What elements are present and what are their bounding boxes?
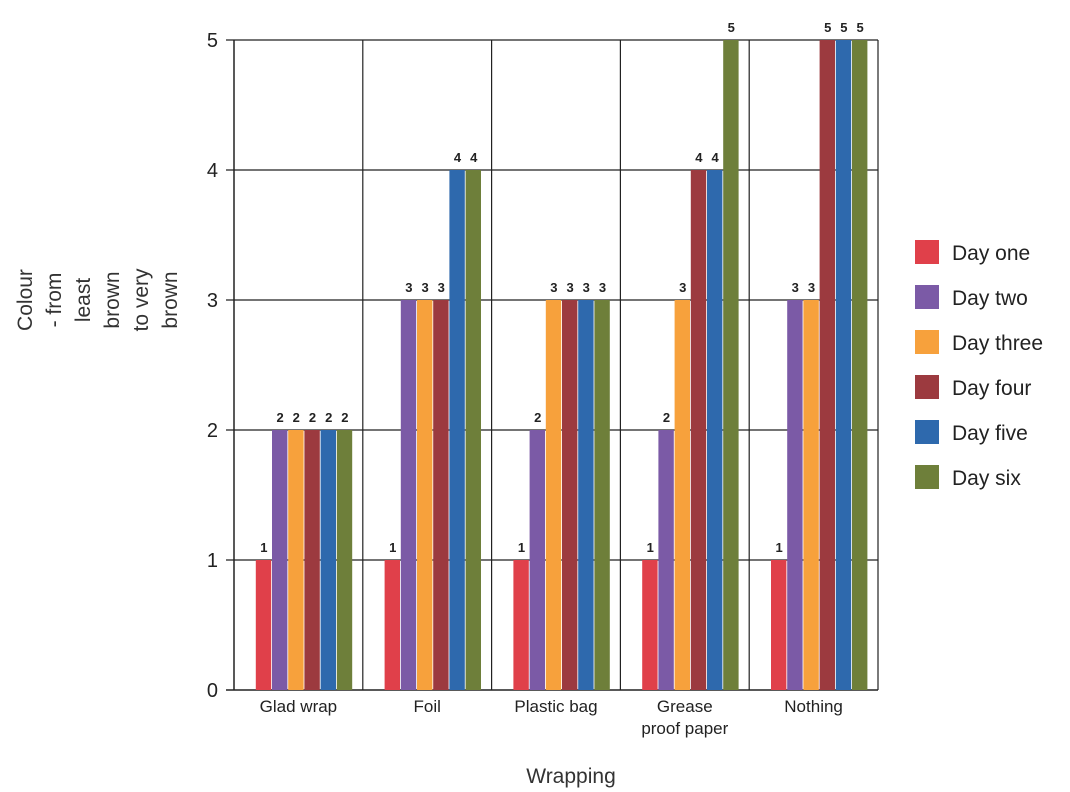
data-label: 5 [856, 20, 863, 35]
bar [320, 430, 336, 690]
bar [545, 300, 562, 690]
bar [336, 430, 353, 690]
data-label: 3 [808, 280, 815, 295]
data-label: 1 [518, 540, 525, 555]
legend-label: Day five [952, 422, 1028, 445]
y-tick-label: 3 [207, 290, 218, 312]
y-tick-label: 1 [207, 550, 218, 572]
legend-swatch [915, 375, 939, 399]
data-label: 1 [647, 540, 654, 555]
bar [255, 560, 272, 690]
bar [578, 300, 594, 690]
data-label: 1 [775, 540, 782, 555]
x-axis-title: Wrapping [526, 765, 616, 788]
legend-swatch [915, 240, 939, 264]
data-label: 2 [325, 410, 332, 425]
x-tick-label: proof paper [641, 719, 728, 738]
data-label: 4 [711, 150, 719, 165]
bar [852, 40, 868, 690]
bar [513, 560, 529, 690]
y-axis-title-line: brown [101, 271, 124, 328]
x-tick-label: Plastic bag [514, 697, 597, 716]
y-axis-title-line: to very [130, 268, 153, 332]
y-axis-title-line: brown [159, 271, 182, 328]
legend-label: Day six [952, 467, 1021, 490]
legend-swatch [915, 285, 939, 309]
bar [658, 430, 674, 690]
legend-label: Day two [952, 287, 1028, 310]
bar [272, 430, 288, 690]
data-label: 4 [695, 150, 703, 165]
y-axis-title-line: Colour [14, 269, 37, 331]
data-label: 4 [454, 150, 462, 165]
y-axis-title: Colour - from least brown to very brown [14, 268, 182, 332]
x-tick-label: Nothing [784, 697, 843, 716]
bar [771, 560, 787, 690]
bar [723, 40, 739, 690]
data-label: 5 [840, 20, 847, 35]
bar [288, 430, 304, 690]
y-tick-label: 5 [207, 30, 218, 52]
data-label: 2 [663, 410, 670, 425]
data-label: 3 [792, 280, 799, 295]
bar [787, 300, 803, 690]
legend-label: Day one [952, 242, 1030, 265]
bar [384, 560, 400, 690]
data-label: 3 [679, 280, 686, 295]
bar [562, 300, 578, 690]
bar [674, 300, 690, 690]
y-axis-title-line: least [72, 278, 95, 323]
x-tick-label: Foil [413, 697, 440, 716]
data-label: 3 [550, 280, 557, 295]
legend-swatch [915, 420, 939, 444]
data-label: 5 [728, 20, 735, 35]
x-tick-label: Grease [657, 697, 713, 716]
data-label: 2 [309, 410, 316, 425]
bar [803, 300, 819, 690]
bar [835, 40, 852, 690]
bar [642, 560, 658, 690]
bar [819, 40, 835, 690]
bar [529, 430, 545, 690]
y-axis-title-line: - from [43, 273, 66, 328]
legend-label: Day three [952, 332, 1043, 355]
bars-layer [255, 40, 868, 690]
data-label: 3 [566, 280, 573, 295]
bar [594, 300, 610, 690]
bar [690, 170, 707, 690]
legend: Day one Day two Day three Day four Day five D… [915, 240, 1043, 490]
bar [433, 300, 449, 690]
bar [417, 300, 433, 690]
data-label: 3 [583, 280, 590, 295]
data-label: 2 [293, 410, 300, 425]
bar [449, 170, 465, 690]
data-label: 1 [260, 540, 267, 555]
data-label: 2 [341, 410, 348, 425]
bar [465, 170, 481, 690]
data-label: 3 [599, 280, 606, 295]
data-label: 5 [824, 20, 831, 35]
data-label: 3 [438, 280, 445, 295]
y-tick-label: 0 [207, 680, 218, 702]
x-tick-label: Glad wrap [260, 697, 337, 716]
bar [304, 430, 320, 690]
data-label: 1 [389, 540, 396, 555]
bar [707, 170, 723, 690]
legend-swatch [915, 465, 939, 489]
data-label: 3 [421, 280, 428, 295]
bar [400, 300, 417, 690]
data-label: 3 [405, 280, 412, 295]
legend-label: Day four [952, 377, 1031, 400]
axis-layer: 0 1 2 3 4 5 Glad wrap Foil Plastic bag Grease proo… [207, 30, 843, 738]
data-label: 2 [534, 410, 541, 425]
data-label: 2 [276, 410, 283, 425]
legend-swatch [915, 330, 939, 354]
y-tick-label: 4 [207, 160, 218, 182]
y-tick-label: 2 [207, 420, 218, 442]
data-label: 4 [470, 150, 478, 165]
